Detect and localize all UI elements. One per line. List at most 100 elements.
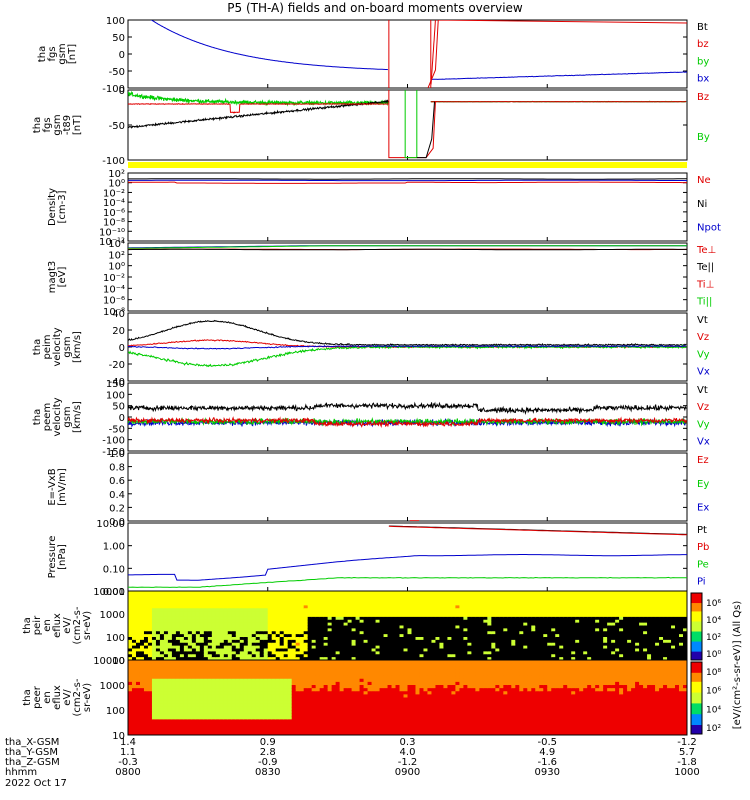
spectrogram-cell — [215, 703, 221, 708]
spectrogram-cell — [195, 731, 201, 735]
spectrogram-cell — [615, 608, 620, 612]
spectrogram-cell — [539, 639, 544, 644]
spectrogram-cell — [343, 651, 349, 655]
spectrogram-cell — [251, 645, 257, 650]
spectrogram-cell — [187, 637, 193, 641]
spectrogram-cell — [535, 611, 540, 615]
spectrogram-cell — [459, 645, 464, 650]
spectrogram-cell — [251, 654, 257, 658]
legend-peim_velocity-0: Vt — [697, 315, 708, 326]
spectrogram-cell — [587, 642, 592, 647]
spectrogram-cell — [471, 608, 476, 612]
spectrogram-cell — [347, 591, 353, 595]
spectrogram-cell — [128, 637, 133, 641]
spectrogram-cell — [631, 639, 636, 644]
spectrogram-cell — [128, 697, 133, 702]
spectrogram-cell — [543, 642, 548, 647]
spectrogram-cell — [255, 593, 261, 598]
spectrogram-cell — [131, 685, 137, 689]
spectrogram-cell — [591, 593, 596, 598]
spectrogram-cell — [567, 599, 572, 604]
spectrogram-cell — [575, 596, 580, 601]
spectrogram-cell — [603, 605, 608, 609]
spectrogram-cell — [279, 691, 285, 695]
spectrogram-cell — [179, 675, 185, 680]
spectrogram-cell — [215, 616, 221, 621]
spectrogram-cell — [215, 731, 221, 735]
spectrogram-cell — [255, 731, 261, 735]
spectrogram-cell — [151, 619, 157, 624]
spectrogram-cell — [539, 657, 544, 660]
spectrogram-cell — [283, 728, 289, 733]
spectrogram-cell — [239, 648, 245, 652]
spectrogram-cell — [403, 631, 409, 635]
spectrogram-cell — [615, 654, 620, 658]
spectrogram-cell — [479, 642, 484, 647]
spectrogram-cell — [403, 619, 409, 624]
spectrogram-cell — [295, 616, 301, 621]
spectrogram-cell — [615, 637, 620, 641]
y-tick-label: 0.2 — [109, 503, 125, 514]
spectrogram-cell — [255, 608, 261, 612]
spectrogram-cell — [487, 599, 492, 604]
spectrogram-cell — [395, 602, 401, 606]
spectrogram-cell — [335, 716, 341, 720]
spectrogram-cell — [295, 722, 301, 727]
spectrogram-cell — [271, 681, 277, 686]
spectrogram-cell — [647, 654, 652, 658]
spectrogram-cell — [179, 602, 185, 606]
spectrogram-cell — [323, 722, 329, 727]
spectrogram-cell — [579, 608, 584, 612]
spectrogram-cell — [131, 669, 137, 674]
spectrogram-cell — [287, 605, 293, 609]
spectrogram-cell — [351, 651, 357, 655]
spectrogram-cell — [403, 614, 409, 618]
spectrogram-cell — [311, 713, 317, 717]
spectrogram-cell — [439, 616, 445, 621]
spectrogram-cell — [283, 669, 289, 674]
spectrogram-cell — [139, 725, 145, 730]
spectrogram-cell — [543, 657, 548, 660]
spectrogram-cell — [435, 602, 441, 606]
spectrogram-cell — [667, 596, 672, 601]
spectrogram-cell — [191, 697, 197, 702]
spectrogram-cell — [219, 645, 225, 650]
spectrogram-cell — [459, 657, 464, 660]
spectrogram-cell — [151, 719, 157, 724]
spectrogram-cell — [491, 637, 496, 641]
spectrogram-cell — [531, 614, 536, 618]
spectrogram-cell — [311, 697, 317, 702]
spectrogram-cell — [563, 637, 568, 641]
spectrogram-cell — [128, 593, 133, 598]
spectrogram-cell — [271, 599, 277, 604]
spectrogram-cell — [371, 625, 377, 629]
spectrogram-cell — [331, 719, 337, 724]
spectrogram-cell — [647, 628, 652, 632]
spectrogram-cell — [683, 628, 687, 632]
spectrogram-cell — [207, 591, 213, 595]
spectrogram-cell — [539, 637, 544, 641]
spectrogram-cell — [219, 651, 225, 655]
spectrogram-cell — [219, 642, 225, 647]
spectrogram-cell — [175, 691, 181, 695]
spectrogram-cell — [435, 654, 441, 658]
spectrogram-cell — [135, 645, 141, 650]
spectrogram-cell — [415, 622, 421, 627]
spectrogram-cell — [255, 611, 261, 615]
spectrogram-cell — [279, 685, 285, 689]
spectrogram-cell — [271, 663, 277, 667]
spectrogram-cell — [307, 697, 313, 702]
spectrogram-cell — [651, 634, 656, 638]
spectrogram-cell — [443, 599, 449, 604]
spectrogram-cell — [175, 678, 181, 683]
spectrogram-cell — [483, 616, 488, 621]
spectrogram-cell — [663, 593, 668, 598]
spectrogram-cell — [395, 599, 401, 604]
series-bz-late — [427, 20, 687, 88]
spectrogram-cell — [255, 703, 261, 708]
spectrogram-cell — [659, 602, 664, 606]
spectrogram-cell — [223, 713, 229, 717]
spectrogram-cell — [219, 706, 225, 711]
spectrogram-cell — [271, 700, 277, 705]
spectrogram-cell — [227, 593, 233, 598]
